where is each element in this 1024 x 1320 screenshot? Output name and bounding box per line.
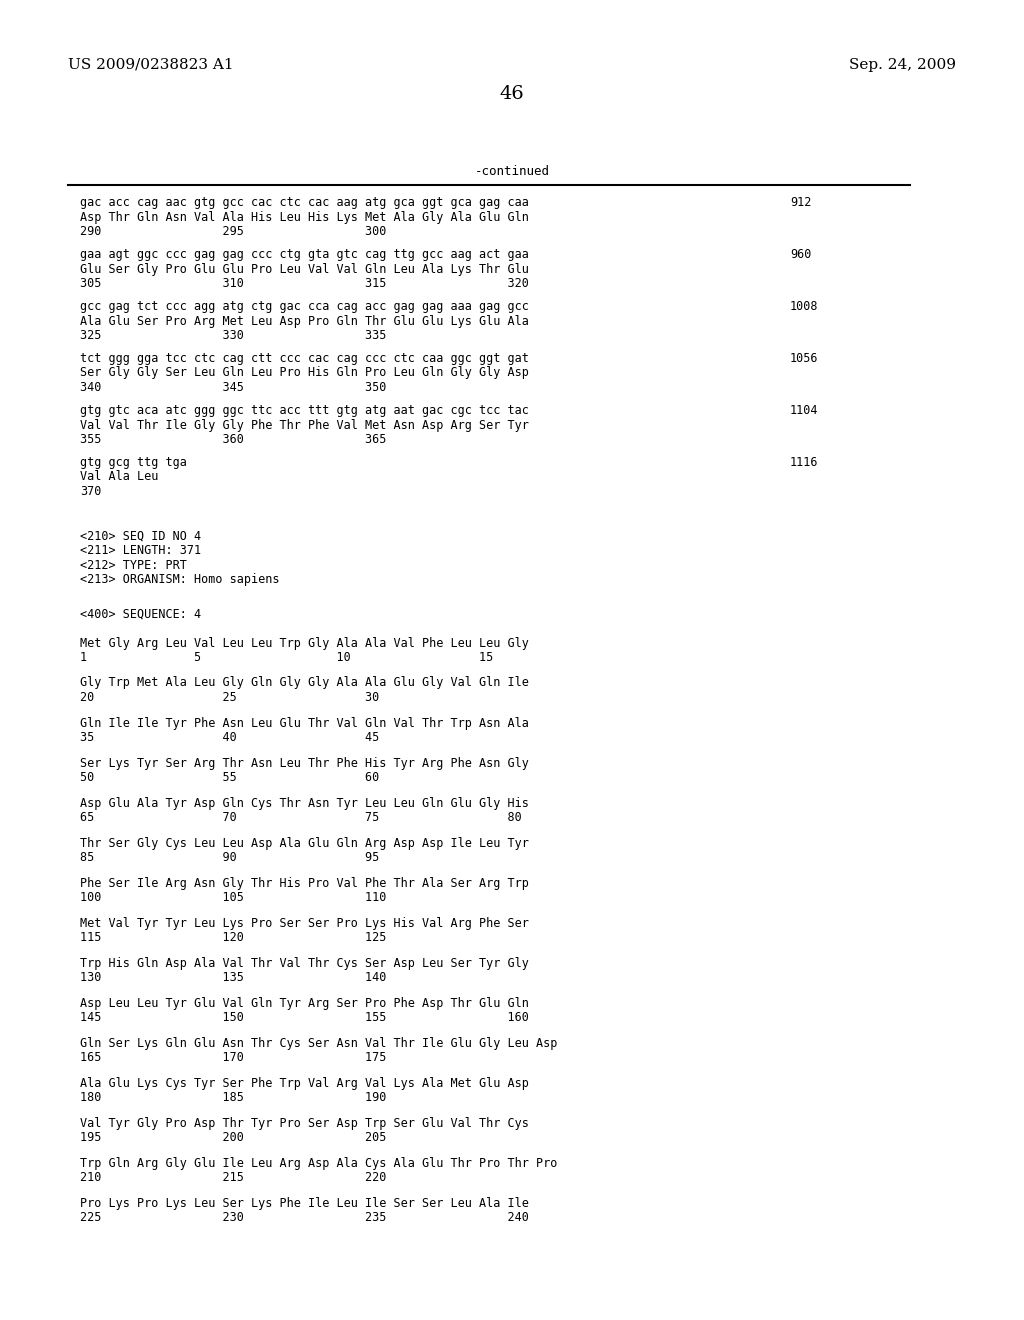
Text: 85                  90                  95: 85 90 95 (80, 851, 379, 865)
Text: 35                  40                  45: 35 40 45 (80, 731, 379, 744)
Text: 180                 185                 190: 180 185 190 (80, 1092, 386, 1104)
Text: Gln Ser Lys Gln Glu Asn Thr Cys Ser Asn Val Thr Ile Glu Gly Leu Asp: Gln Ser Lys Gln Glu Asn Thr Cys Ser Asn … (80, 1036, 557, 1049)
Text: Gln Ile Ile Tyr Phe Asn Leu Glu Thr Val Gln Val Thr Trp Asn Ala: Gln Ile Ile Tyr Phe Asn Leu Glu Thr Val … (80, 717, 528, 730)
Text: Phe Ser Ile Arg Asn Gly Thr His Pro Val Phe Thr Ala Ser Arg Trp: Phe Ser Ile Arg Asn Gly Thr His Pro Val … (80, 876, 528, 890)
Text: <213> ORGANISM: Homo sapiens: <213> ORGANISM: Homo sapiens (80, 573, 280, 586)
Text: Val Ala Leu: Val Ala Leu (80, 470, 159, 483)
Text: 1116: 1116 (790, 455, 818, 469)
Text: gcc gag tct ccc agg atg ctg gac cca cag acc gag gag aaa gag gcc: gcc gag tct ccc agg atg ctg gac cca cag … (80, 300, 528, 313)
Text: Sep. 24, 2009: Sep. 24, 2009 (849, 58, 956, 73)
Text: <211> LENGTH: 371: <211> LENGTH: 371 (80, 544, 201, 557)
Text: Asp Glu Ala Tyr Asp Gln Cys Thr Asn Tyr Leu Leu Gln Glu Gly His: Asp Glu Ala Tyr Asp Gln Cys Thr Asn Tyr … (80, 796, 528, 809)
Text: US 2009/0238823 A1: US 2009/0238823 A1 (68, 58, 233, 73)
Text: 912: 912 (790, 195, 811, 209)
Text: 1008: 1008 (790, 300, 818, 313)
Text: 100                 105                 110: 100 105 110 (80, 891, 386, 904)
Text: Glu Ser Gly Pro Glu Glu Pro Leu Val Val Gln Leu Ala Lys Thr Glu: Glu Ser Gly Pro Glu Glu Pro Leu Val Val … (80, 263, 528, 276)
Text: 290                 295                 300: 290 295 300 (80, 224, 386, 238)
Text: Trp Gln Arg Gly Glu Ile Leu Arg Asp Ala Cys Ala Glu Thr Pro Thr Pro: Trp Gln Arg Gly Glu Ile Leu Arg Asp Ala … (80, 1156, 557, 1170)
Text: 355                 360                 365: 355 360 365 (80, 433, 386, 446)
Text: tct ggg gga tcc ctc cag ctt ccc cac cag ccc ctc caa ggc ggt gat: tct ggg gga tcc ctc cag ctt ccc cac cag … (80, 352, 528, 366)
Text: <210> SEQ ID NO 4: <210> SEQ ID NO 4 (80, 531, 201, 543)
Text: 1               5                   10                  15: 1 5 10 15 (80, 651, 494, 664)
Text: 165                 170                 175: 165 170 175 (80, 1051, 386, 1064)
Text: 305                 310                 315                 320: 305 310 315 320 (80, 277, 528, 290)
Text: Asp Thr Gln Asn Val Ala His Leu His Lys Met Ala Gly Ala Glu Gln: Asp Thr Gln Asn Val Ala His Leu His Lys … (80, 210, 528, 223)
Text: Pro Lys Pro Lys Leu Ser Lys Phe Ile Leu Ile Ser Ser Leu Ala Ile: Pro Lys Pro Lys Leu Ser Lys Phe Ile Leu … (80, 1196, 528, 1209)
Text: 225                 230                 235                 240: 225 230 235 240 (80, 1210, 528, 1224)
Text: gaa agt ggc ccc gag gag ccc ctg gta gtc cag ttg gcc aag act gaa: gaa agt ggc ccc gag gag ccc ctg gta gtc … (80, 248, 528, 261)
Text: 130                 135                 140: 130 135 140 (80, 972, 386, 983)
Text: Val Val Thr Ile Gly Gly Phe Thr Phe Val Met Asn Asp Arg Ser Tyr: Val Val Thr Ile Gly Gly Phe Thr Phe Val … (80, 418, 528, 432)
Text: 370: 370 (80, 484, 101, 498)
Text: 960: 960 (790, 248, 811, 261)
Text: 340                 345                 350: 340 345 350 (80, 381, 386, 393)
Text: 115                 120                 125: 115 120 125 (80, 931, 386, 944)
Text: Asp Leu Leu Tyr Glu Val Gln Tyr Arg Ser Pro Phe Asp Thr Glu Gln: Asp Leu Leu Tyr Glu Val Gln Tyr Arg Ser … (80, 997, 528, 1010)
Text: Ser Lys Tyr Ser Arg Thr Asn Leu Thr Phe His Tyr Arg Phe Asn Gly: Ser Lys Tyr Ser Arg Thr Asn Leu Thr Phe … (80, 756, 528, 770)
Text: 195                 200                 205: 195 200 205 (80, 1131, 386, 1144)
Text: gtg gcg ttg tga: gtg gcg ttg tga (80, 455, 186, 469)
Text: 20                  25                  30: 20 25 30 (80, 690, 379, 704)
Text: gac acc cag aac gtg gcc cac ctc cac aag atg gca ggt gca gag caa: gac acc cag aac gtg gcc cac ctc cac aag … (80, 195, 528, 209)
Text: Met Gly Arg Leu Val Leu Leu Trp Gly Ala Ala Val Phe Leu Leu Gly: Met Gly Arg Leu Val Leu Leu Trp Gly Ala … (80, 636, 528, 649)
Text: Met Val Tyr Tyr Leu Lys Pro Ser Ser Pro Lys His Val Arg Phe Ser: Met Val Tyr Tyr Leu Lys Pro Ser Ser Pro … (80, 916, 528, 929)
Text: 50                  55                  60: 50 55 60 (80, 771, 379, 784)
Text: <212> TYPE: PRT: <212> TYPE: PRT (80, 558, 186, 572)
Text: 46: 46 (500, 84, 524, 103)
Text: Ala Glu Ser Pro Arg Met Leu Asp Pro Gln Thr Glu Glu Lys Glu Ala: Ala Glu Ser Pro Arg Met Leu Asp Pro Gln … (80, 314, 528, 327)
Text: <400> SEQUENCE: 4: <400> SEQUENCE: 4 (80, 609, 201, 620)
Text: 325                 330                 335: 325 330 335 (80, 329, 386, 342)
Text: Trp His Gln Asp Ala Val Thr Val Thr Cys Ser Asp Leu Ser Tyr Gly: Trp His Gln Asp Ala Val Thr Val Thr Cys … (80, 957, 528, 969)
Text: Val Tyr Gly Pro Asp Thr Tyr Pro Ser Asp Trp Ser Glu Val Thr Cys: Val Tyr Gly Pro Asp Thr Tyr Pro Ser Asp … (80, 1117, 528, 1130)
Text: Gly Trp Met Ala Leu Gly Gln Gly Gly Ala Ala Glu Gly Val Gln Ile: Gly Trp Met Ala Leu Gly Gln Gly Gly Ala … (80, 676, 528, 689)
Text: gtg gtc aca atc ggg ggc ttc acc ttt gtg atg aat gac cgc tcc tac: gtg gtc aca atc ggg ggc ttc acc ttt gtg … (80, 404, 528, 417)
Text: Thr Ser Gly Cys Leu Leu Asp Ala Glu Gln Arg Asp Asp Ile Leu Tyr: Thr Ser Gly Cys Leu Leu Asp Ala Glu Gln … (80, 837, 528, 850)
Text: 1104: 1104 (790, 404, 818, 417)
Text: 1056: 1056 (790, 352, 818, 366)
Text: Ser Gly Gly Ser Leu Gln Leu Pro His Gln Pro Leu Gln Gly Gly Asp: Ser Gly Gly Ser Leu Gln Leu Pro His Gln … (80, 367, 528, 379)
Text: Ala Glu Lys Cys Tyr Ser Phe Trp Val Arg Val Lys Ala Met Glu Asp: Ala Glu Lys Cys Tyr Ser Phe Trp Val Arg … (80, 1077, 528, 1089)
Text: 65                  70                  75                  80: 65 70 75 80 (80, 810, 522, 824)
Text: -continued: -continued (474, 165, 550, 178)
Text: 145                 150                 155                 160: 145 150 155 160 (80, 1011, 528, 1024)
Text: 210                 215                 220: 210 215 220 (80, 1171, 386, 1184)
